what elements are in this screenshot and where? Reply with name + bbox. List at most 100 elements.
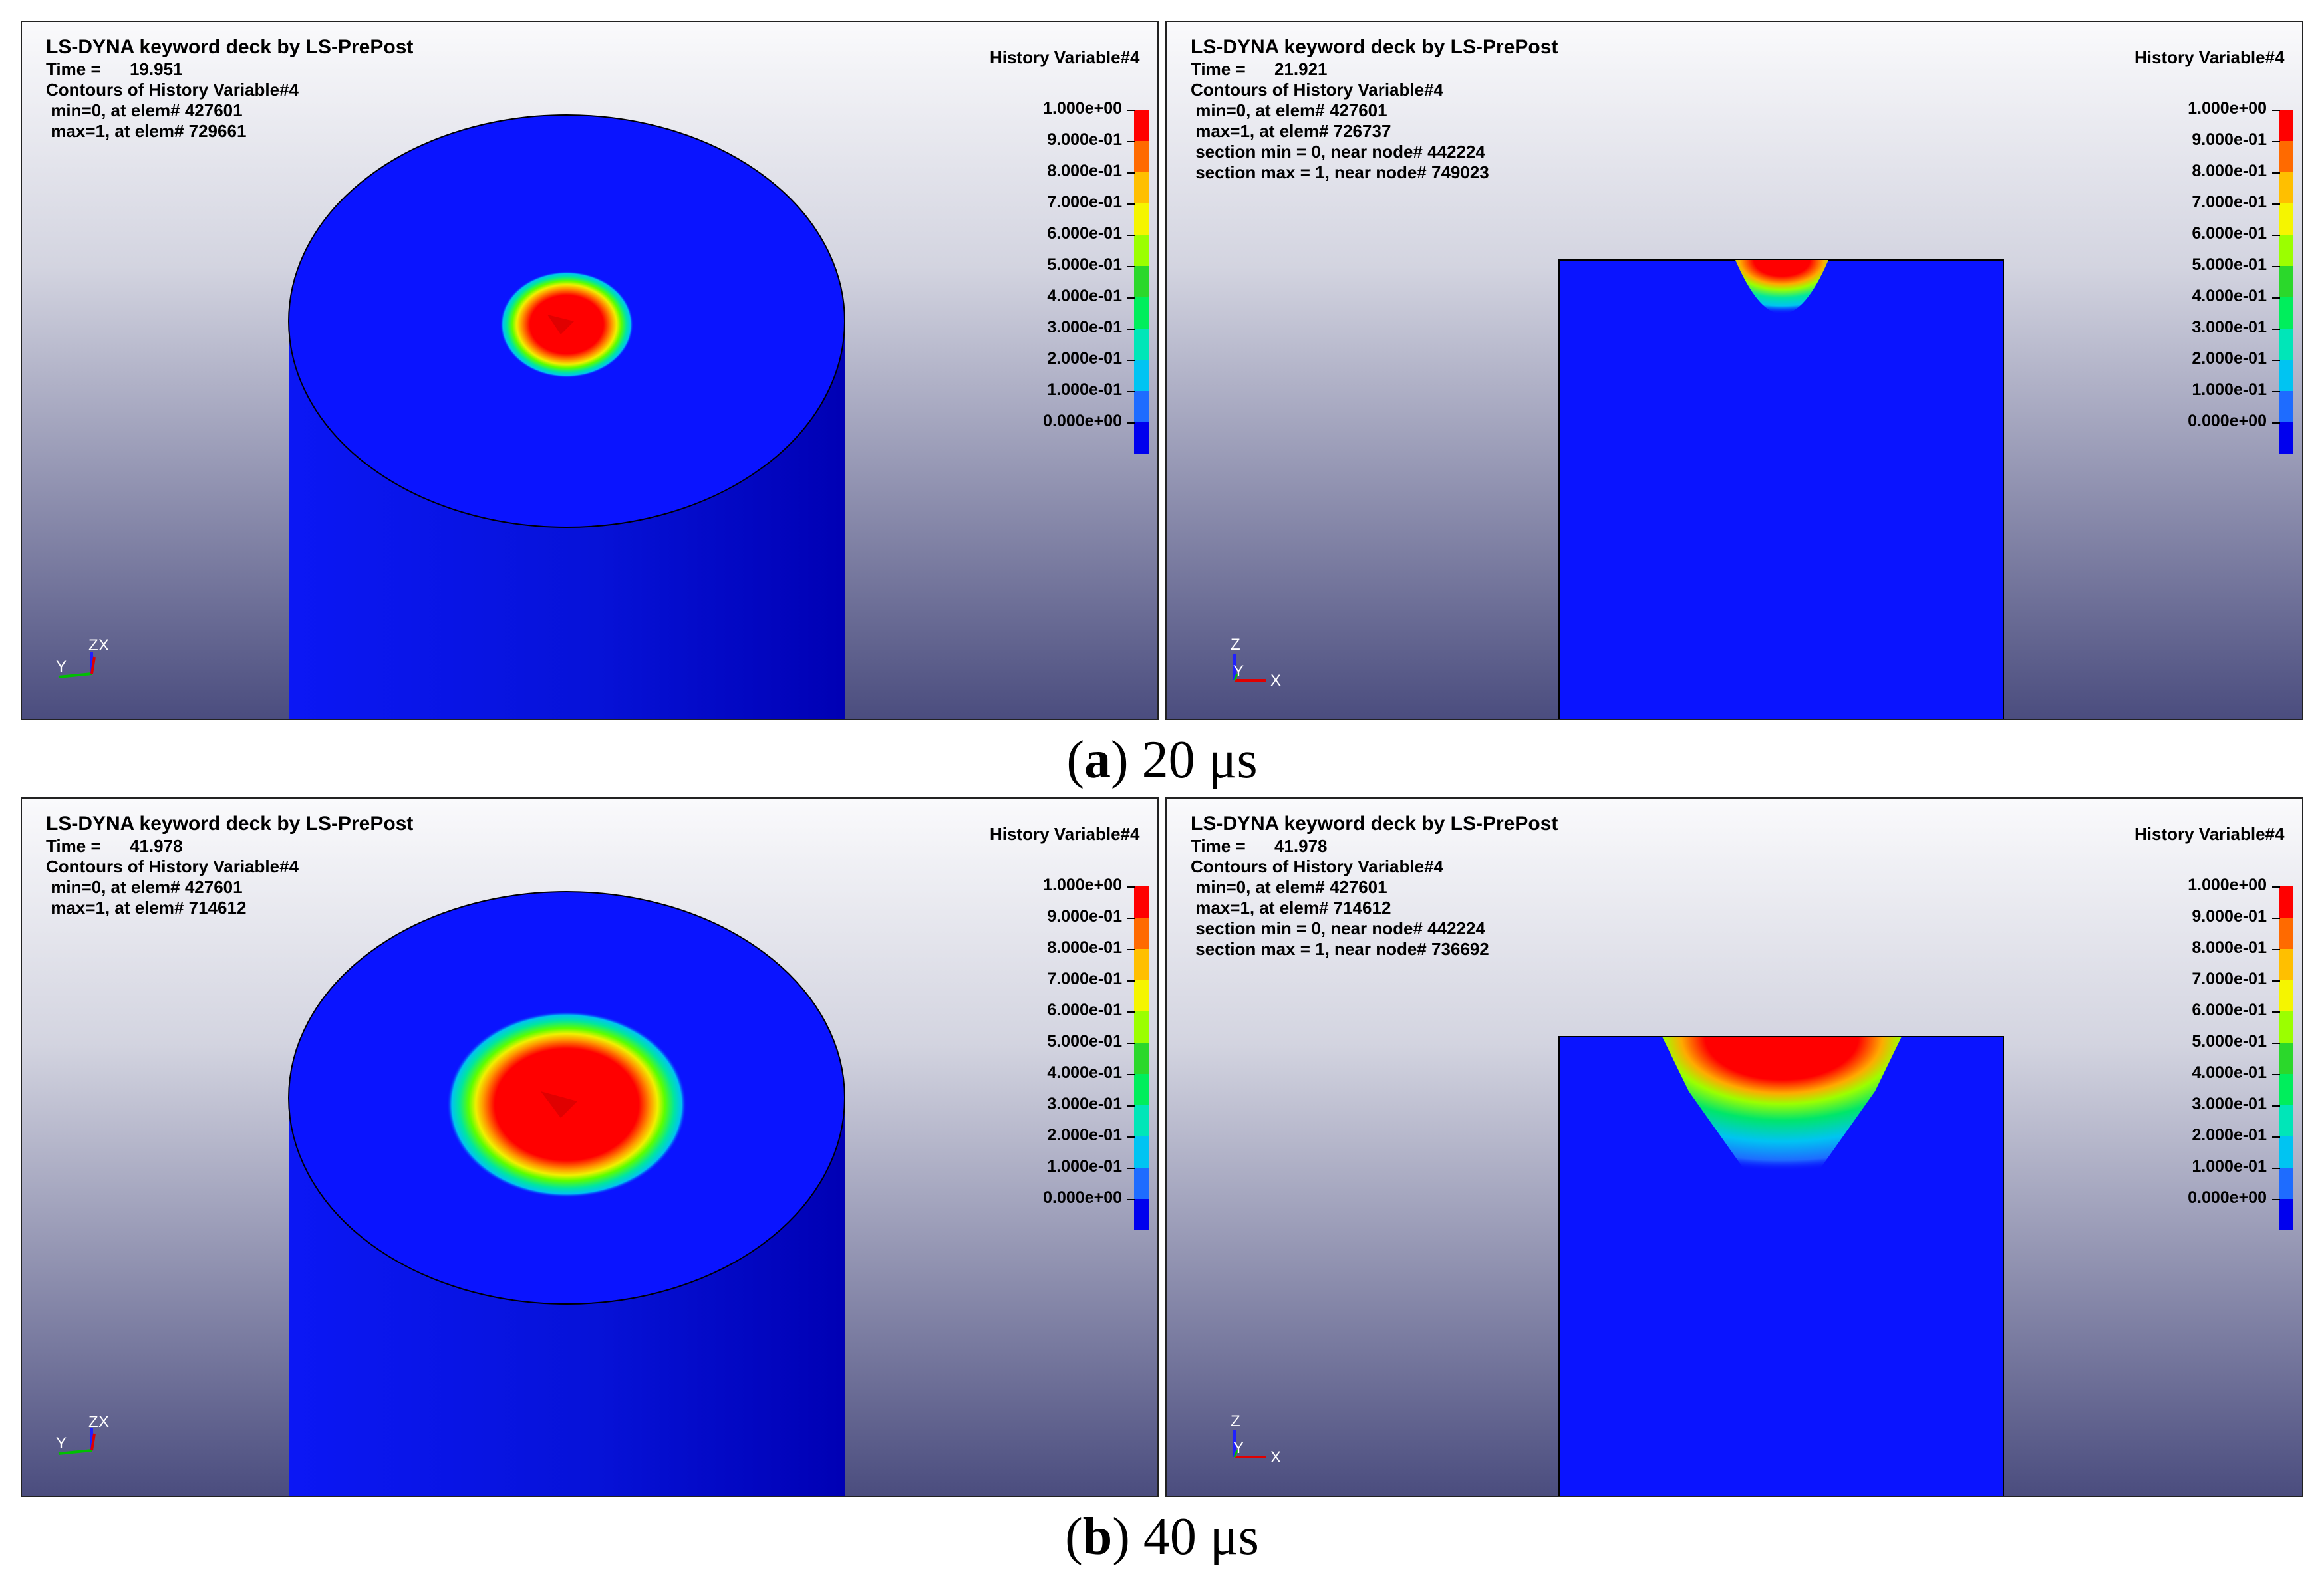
color-legend: History Variable#4 1.000e+00 9.000e-01 8.0…: [953, 817, 1153, 1230]
caption-text: 40 μs: [1129, 1508, 1259, 1566]
time-row: Time = 41.978: [46, 836, 413, 857]
legend-label: 3.000e-01: [1047, 318, 1122, 336]
legend-label: 1.000e-01: [1047, 1157, 1122, 1176]
legend-tick: [1127, 949, 1135, 950]
time-row: Time = 21.921: [1191, 59, 1558, 80]
legend-label: 7.000e-01: [2192, 193, 2267, 211]
legend-swatch: [2279, 141, 2293, 172]
legend-label: 3.000e-01: [2192, 1095, 2267, 1113]
caption-letter: a: [1084, 731, 1111, 789]
legend-label: 5.000e-01: [1047, 255, 1122, 274]
viewport-a-left[interactable]: Y Z X LS-DYNA keyword deck by LS-PrePost…: [21, 21, 1159, 720]
damage-zone: [1662, 1037, 1902, 1171]
legend-label: 1.000e+00: [1043, 876, 1122, 894]
legend-swatch: [1134, 141, 1149, 172]
axis-x-label: X: [98, 636, 109, 654]
legend-tick: [2272, 329, 2280, 330]
legend-swatch: [2279, 110, 2293, 141]
legend-swatch: [1134, 1105, 1149, 1136]
legend-swatch: [2279, 422, 2293, 454]
section-view-b: Z Y X: [1167, 799, 2302, 1496]
caption-a: (a) 20 μs: [1066, 731, 1258, 789]
legend-label: 5.000e-01: [1047, 1032, 1122, 1051]
legend-tick: [2272, 266, 2280, 267]
legend-swatch: [1134, 1074, 1149, 1105]
legend-label: 1.000e+00: [2188, 876, 2267, 894]
legend-label: 9.000e-01: [1047, 130, 1122, 149]
contour-label: Contours of History Variable#4: [46, 857, 299, 876]
viewport-a-right[interactable]: Z Y X LS-DYNA keyword deck by LS-PrePost…: [1165, 21, 2303, 720]
color-legend: History Variable#4 1.000e+00 9.000e-01 8.0…: [2098, 817, 2297, 1230]
legend-swatch: [2279, 1011, 2293, 1043]
legend-swatch: [2279, 886, 2293, 918]
damage-zone: [1735, 260, 1828, 314]
info-block: LS-DYNA keyword deck by LS-PrePost Time …: [1191, 35, 1558, 183]
axis-z-label: Z: [88, 636, 98, 654]
legend-tick: [2272, 949, 2280, 950]
legend-tick: [1127, 172, 1135, 174]
legend-tick: [2272, 391, 2280, 392]
axis-y-label: Y: [1233, 662, 1244, 680]
legend-title: History Variable#4: [2134, 824, 2285, 844]
legend-tick: [1127, 110, 1135, 111]
legend-tick: [1127, 886, 1135, 888]
legend-tick: [1127, 1043, 1135, 1044]
caption-b: (b) 40 μs: [1065, 1508, 1259, 1566]
legend-label: 2.000e-01: [1047, 349, 1122, 368]
legend-tick: [2272, 1105, 2280, 1107]
legend-label: 0.000e+00: [2188, 412, 2267, 430]
legend-swatch: [1134, 266, 1149, 297]
axis-z-label: Z: [1231, 1412, 1240, 1430]
time-label: Time =: [1191, 59, 1246, 79]
legend-swatch: [2279, 266, 2293, 297]
axis-triad: Z Y X: [1231, 1412, 1281, 1466]
legend-tick: [2272, 172, 2280, 174]
legend-tick: [1127, 1105, 1135, 1107]
legend-tick: [2272, 360, 2280, 361]
max-line: max=1, at elem# 714612: [1191, 898, 1391, 918]
time-value: 21.921: [1274, 59, 1328, 79]
section-min-line: section min = 0, near node# 442224: [1191, 918, 1485, 938]
info-block: LS-DYNA keyword deck by LS-PrePost Time …: [46, 812, 413, 918]
legend-swatch: [1134, 918, 1149, 949]
legend-label: 9.000e-01: [2192, 130, 2267, 149]
legend-tick: [1127, 918, 1135, 919]
legend-label: 4.000e-01: [1047, 1063, 1122, 1082]
min-line: min=0, at elem# 427601: [46, 877, 243, 897]
viewport-b-left[interactable]: Y Z X LS-DYNA keyword deck by LS-PrePost…: [21, 797, 1159, 1497]
legend-label: 6.000e-01: [2192, 1001, 2267, 1019]
legend-bar: [2279, 110, 2293, 454]
legend-bar: [2279, 886, 2293, 1230]
legend-swatch: [2279, 329, 2293, 360]
section-max-line: section max = 1, near node# 736692: [1191, 939, 1489, 959]
legend-label: 2.000e-01: [2192, 1126, 2267, 1144]
legend-swatch: [2279, 1136, 2293, 1168]
legend-tick: [2272, 1168, 2280, 1169]
axis-triad: Y Z X: [56, 636, 109, 678]
legend-label: 7.000e-01: [2192, 970, 2267, 988]
legend-swatch: [1134, 297, 1149, 329]
time-value: 41.978: [1274, 836, 1328, 856]
legend-tick: [2272, 886, 2280, 888]
time-row: Time = 19.951: [46, 59, 413, 80]
legend-tick: [1127, 980, 1135, 982]
legend-swatch: [1134, 949, 1149, 980]
caption-text: 20 μs: [1128, 731, 1258, 789]
legend-tick: [2272, 1199, 2280, 1200]
max-line: max=1, at elem# 714612: [46, 898, 247, 918]
axis-z-label: Z: [88, 1413, 98, 1431]
legend-label: 9.000e-01: [2192, 907, 2267, 926]
viewport-b-right[interactable]: Z Y X LS-DYNA keyword deck by LS-PrePost…: [1165, 797, 2303, 1497]
legend-label: 6.000e-01: [2192, 224, 2267, 243]
legend-tick: [1127, 329, 1135, 330]
legend-tick: [1127, 1199, 1135, 1200]
legend-label: 1.000e-01: [2192, 1157, 2267, 1176]
legend-swatch: [1134, 422, 1149, 454]
legend-tick: [1127, 391, 1135, 392]
legend-label: 2.000e-01: [1047, 1126, 1122, 1144]
legend-tick: [2272, 980, 2280, 982]
section-max-line: section max = 1, near node# 749023: [1191, 162, 1489, 182]
min-line: min=0, at elem# 427601: [1191, 877, 1387, 897]
legend-label: 8.000e-01: [2192, 938, 2267, 957]
legend-tick: [2272, 297, 2280, 299]
